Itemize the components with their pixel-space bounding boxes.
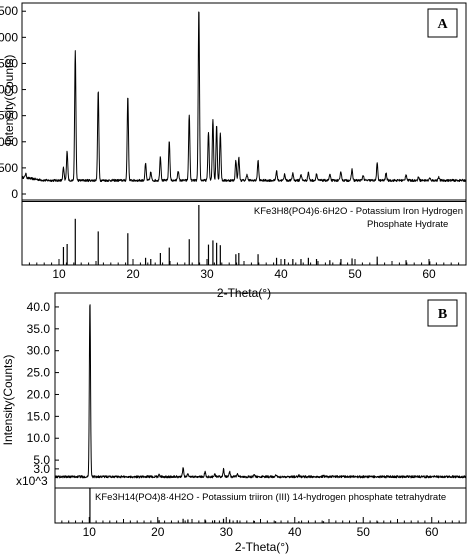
panel-a-x-axis: 10 20 30 40 50 60 [21, 259, 467, 281]
panel-a-reference-lines [62, 205, 431, 265]
panel-b-label: B [438, 307, 447, 322]
panel-b-y-unit-label: x10^3 [16, 474, 48, 488]
panel-b-pattern-line [54, 304, 467, 479]
panel-a-reference-label-1: KFe3H8(PO4)6·6H2O - Potassium Iron Hydro… [254, 206, 463, 217]
panel-a-reference-label-2: Phosphate Hydrate [367, 219, 448, 230]
x-tick-label: 40 [274, 267, 288, 281]
y-tick-label: 20.0 [27, 387, 51, 401]
y-tick-label: 25.0 [27, 366, 51, 380]
x-tick-label: 50 [348, 267, 362, 281]
x-tick-label: 30 [220, 525, 234, 539]
x-tick-label: 60 [425, 525, 439, 539]
y-tick-label: 3500 [0, 4, 18, 18]
panel-b-label-box [427, 299, 458, 327]
y-tick-label: 0 [11, 187, 18, 201]
x-tick-label: 10 [52, 267, 66, 281]
y-tick-label: 1500 [0, 109, 18, 123]
panel-a-plot-frame [21, 2, 467, 201]
panel-a-label: A [437, 17, 448, 32]
panel-a: A 0 500 1000 1500 2000 2500 3000 3500 10 20 30 40 5… [0, 2, 467, 300]
panel-a-y-axis: 0 500 1000 1500 2000 2500 3000 3500 [0, 4, 26, 201]
panel-b: B 3.05.0 10.0 15.0 20.0 25.0 30.0 35.0 40.0 10 2… [1, 292, 467, 554]
x-tick-label: 40 [288, 525, 302, 539]
x-tick-label: 20 [126, 267, 140, 281]
y-tick-label: 2500 [0, 56, 18, 70]
panel-a-y-axis-label: Intensity(Counts) [2, 55, 16, 146]
panel-b-y-axis: 3.05.0 10.0 15.0 20.0 25.0 30.0 35.0 40.0 [27, 300, 59, 476]
x-tick-label: 20 [151, 525, 165, 539]
y-tick-label: 15.0 [27, 409, 51, 423]
y-tick-label: 10.0 [27, 431, 51, 445]
x-tick-label: 60 [422, 267, 436, 281]
y-tick-label: 5.0 [33, 453, 50, 467]
panel-b-plot-frame [54, 292, 467, 489]
y-tick-label: 2000 [0, 83, 18, 97]
panel-a-label-box [427, 8, 458, 38]
y-tick-label: 500 [0, 161, 18, 175]
y-tick-label: 40.0 [27, 300, 51, 314]
y-tick-label: 3.0 [33, 462, 50, 476]
x-tick-label: 10 [83, 525, 97, 539]
panel-a-pattern-line [21, 11, 467, 183]
panel-b-x-axis-label: 2-Theta(°) [235, 540, 289, 554]
panel-b-reference-label-1: KFe3H14(PO4)8·4H2O - Potassium triiron (… [95, 492, 446, 503]
panel-b-reference-lines [89, 488, 379, 523]
y-tick-label: 30.0 [27, 344, 51, 358]
x-tick-label: 50 [357, 525, 371, 539]
panel-b-x-axis: 10 20 30 40 50 60 [54, 517, 467, 539]
panel-b-y-axis-label: Intensity(Counts) [1, 355, 15, 446]
y-tick-label: 1000 [0, 135, 18, 149]
y-tick-label: 3000 [0, 30, 18, 44]
x-tick-label: 30 [200, 267, 214, 281]
y-tick-label: 35.0 [27, 322, 51, 336]
